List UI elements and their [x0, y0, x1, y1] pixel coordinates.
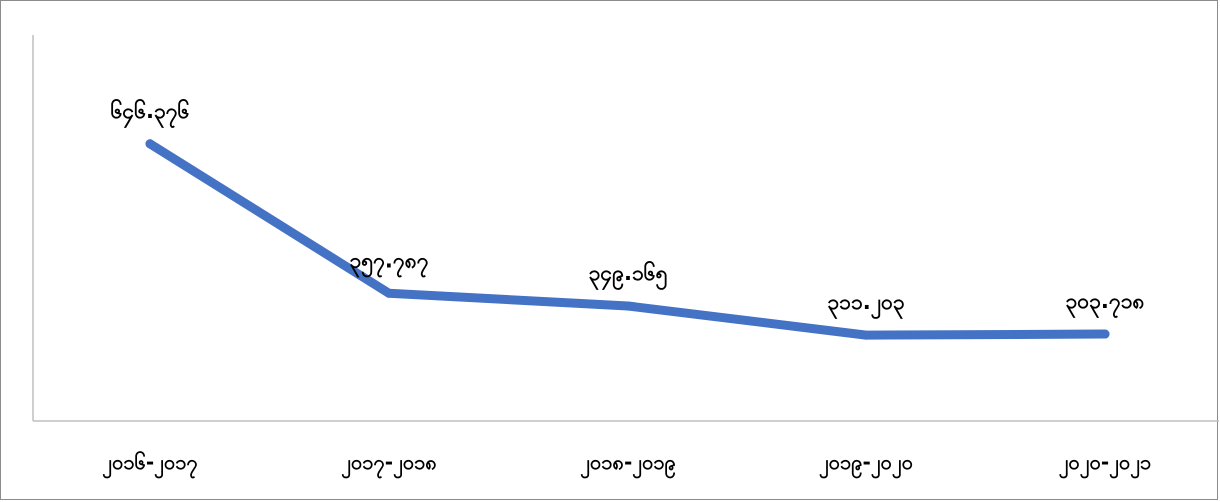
data-label: ၃၄၉.၁၆၅: [589, 259, 668, 291]
x-tick-label: ၂၀၁၉-၂၀၂၀: [819, 450, 913, 479]
x-tick-label: ၂၀၁၇-၂၀၁၈: [341, 450, 437, 479]
axes: [32, 35, 1219, 422]
x-tick-label: ၂၀၂၀-၂၀၂၁: [1059, 450, 1152, 479]
data-label: ၃၀၃.၇၁၈: [1065, 289, 1144, 319]
x-tick-label: ၂၀၁၈-၂၀၁၉: [580, 450, 676, 479]
x-tick-label: ၂၀၁၆-၂၀၁၇: [102, 450, 197, 479]
data-label: ၃၁၁.၂၀၃: [827, 290, 905, 320]
data-label: ၆၄၆.၃၇၆: [111, 97, 190, 129]
data-point: [623, 301, 633, 311]
x-tick-labels: ၂၀၁၆-၂၀၁၇ ၂၀၁၇-၂၀၁၈ ၂၀၁၈-၂၀၁၉ ၂၀၁၉-၂၀၂၀ ၂၀၂၀…: [102, 450, 1151, 479]
data-point: [384, 288, 394, 298]
data-point: [1100, 329, 1110, 339]
data-point: [861, 330, 871, 340]
data-point: [145, 139, 155, 149]
series-layer: [145, 139, 1110, 340]
